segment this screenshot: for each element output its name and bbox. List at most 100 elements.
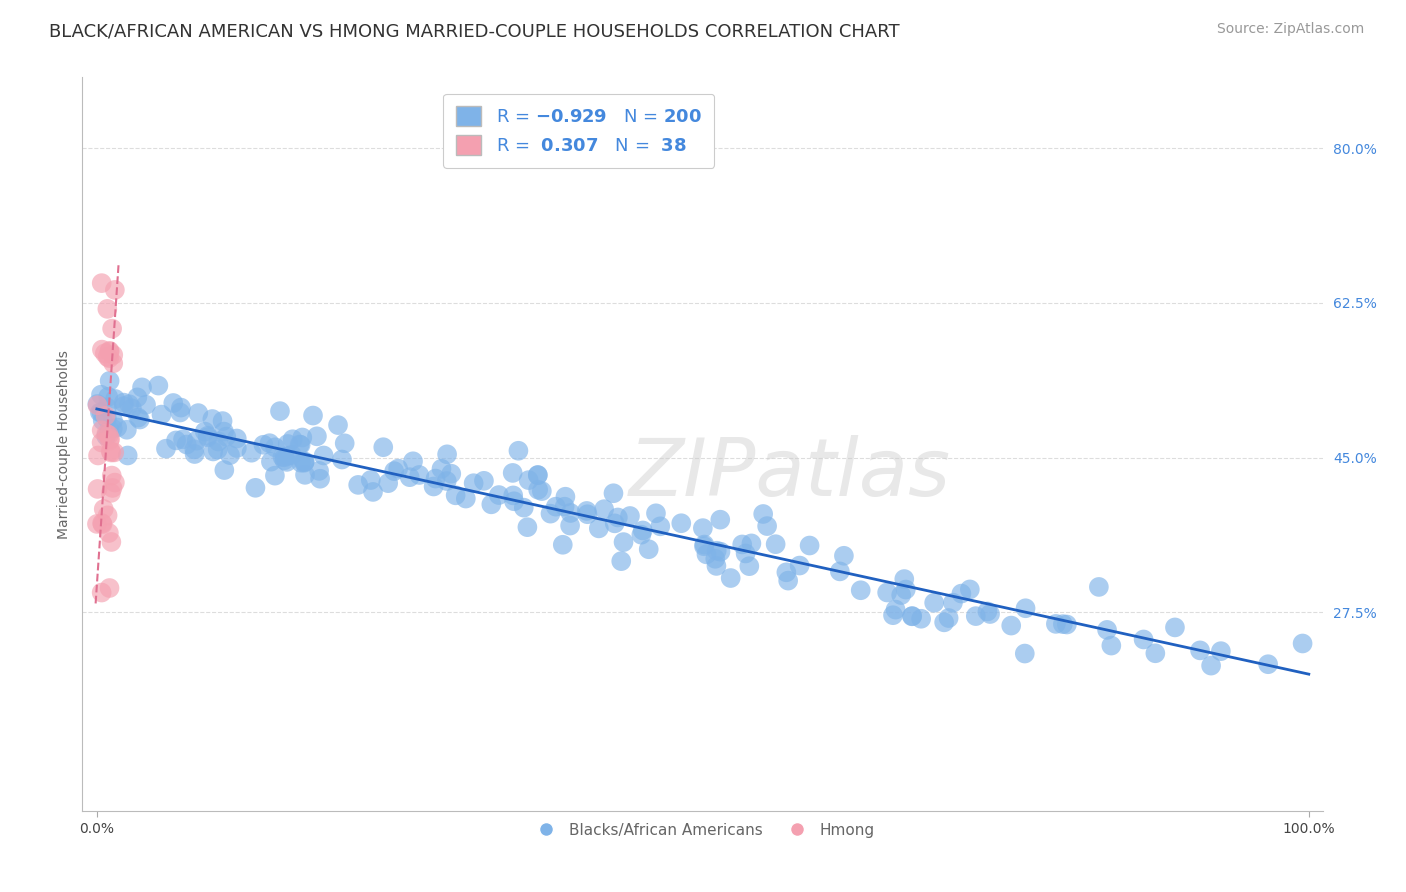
Point: [112, 399, 135, 413]
Point: [104, 392, 127, 406]
Point: [1132, 632, 1154, 647]
Point: [128, 412, 150, 426]
Point: [901, 609, 924, 624]
Point: [734, 547, 756, 561]
Point: [276, 449, 298, 463]
Point: [112, 395, 135, 409]
Point: [671, 516, 693, 531]
Point: [454, 491, 477, 506]
Point: [219, 448, 242, 462]
Point: [90, 405, 112, 419]
Point: [695, 547, 717, 561]
Point: [436, 474, 458, 488]
Point: [709, 513, 731, 527]
Point: [1291, 636, 1313, 650]
Point: [425, 472, 447, 486]
Point: [291, 430, 314, 444]
Point: [202, 444, 225, 458]
Point: [408, 467, 430, 482]
Point: [86, 397, 108, 411]
Point: [910, 612, 932, 626]
Point: [308, 464, 330, 478]
Point: [576, 508, 599, 522]
Point: [100, 445, 122, 459]
Point: [361, 484, 384, 499]
Point: [1014, 647, 1036, 661]
Point: [187, 406, 209, 420]
Point: [115, 423, 138, 437]
Point: [90, 343, 112, 357]
Point: [98, 434, 121, 448]
Point: [544, 500, 567, 514]
Point: [100, 486, 122, 500]
Point: [502, 488, 524, 502]
Point: [91, 517, 114, 532]
Point: [882, 608, 904, 623]
Point: [740, 536, 762, 550]
Point: [276, 455, 298, 469]
Point: [281, 432, 304, 446]
Point: [281, 448, 304, 462]
Point: [90, 585, 112, 599]
Point: [169, 405, 191, 419]
Point: [934, 615, 956, 630]
Point: [1045, 616, 1067, 631]
Point: [97, 428, 120, 442]
Point: [87, 449, 110, 463]
Point: [259, 436, 281, 450]
Point: [150, 408, 173, 422]
Point: [333, 436, 356, 450]
Point: [103, 348, 125, 362]
Point: [103, 445, 125, 459]
Point: [98, 423, 121, 437]
Point: [693, 539, 716, 553]
Point: [575, 504, 598, 518]
Point: [502, 466, 524, 480]
Point: [305, 429, 328, 443]
Point: [588, 521, 610, 535]
Point: [245, 481, 267, 495]
Point: [950, 586, 973, 600]
Point: [302, 409, 325, 423]
Point: [121, 401, 143, 416]
Point: [105, 420, 128, 434]
Point: [292, 455, 315, 469]
Point: [170, 401, 193, 415]
Point: [1209, 644, 1232, 658]
Point: [1014, 601, 1036, 615]
Point: [513, 500, 536, 515]
Point: [273, 450, 295, 465]
Point: [98, 344, 121, 359]
Point: [212, 425, 235, 439]
Point: [922, 596, 945, 610]
Point: [778, 574, 800, 588]
Point: [290, 438, 312, 452]
Point: [387, 461, 409, 475]
Point: [440, 467, 463, 481]
Point: [101, 321, 124, 335]
Point: [148, 378, 170, 392]
Point: [90, 435, 112, 450]
Point: [264, 440, 287, 454]
Point: [197, 430, 219, 444]
Point: [186, 434, 208, 448]
Point: [97, 525, 120, 540]
Point: [526, 468, 548, 483]
Point: [360, 473, 382, 487]
Point: [692, 521, 714, 535]
Point: [100, 444, 122, 458]
Point: [516, 520, 538, 534]
Point: [976, 604, 998, 618]
Point: [162, 396, 184, 410]
Point: [86, 516, 108, 531]
Point: [488, 488, 510, 502]
Point: [402, 454, 425, 468]
Point: [90, 276, 112, 290]
Point: [96, 429, 118, 443]
Point: [619, 508, 641, 523]
Point: [277, 437, 299, 451]
Point: [96, 426, 118, 441]
Point: [554, 500, 576, 514]
Point: [551, 538, 574, 552]
Point: [347, 478, 370, 492]
